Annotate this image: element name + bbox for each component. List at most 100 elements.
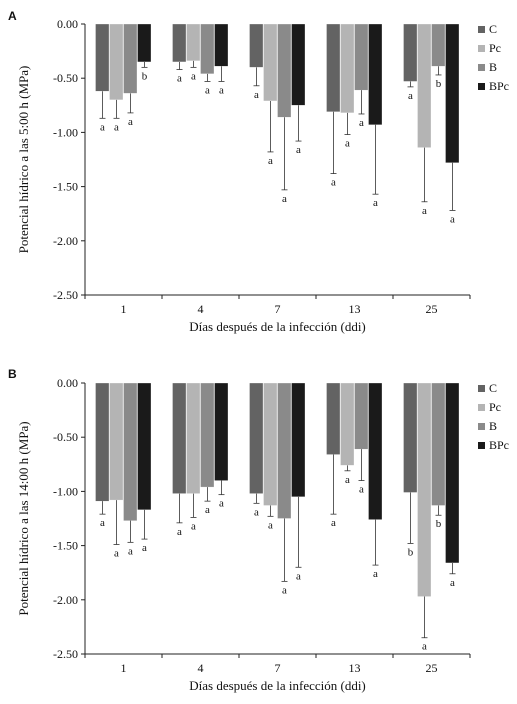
bar xyxy=(354,23,369,91)
bar xyxy=(368,382,383,520)
panel-letter: A xyxy=(8,9,17,23)
bar xyxy=(326,382,341,455)
y-tick-label: 0.00 xyxy=(57,17,78,31)
y-tick-label: -1.00 xyxy=(53,125,78,139)
legend-swatch xyxy=(478,423,485,430)
bar xyxy=(214,382,229,481)
bar xyxy=(172,23,187,63)
significance-letter: a xyxy=(282,193,287,205)
significance-letter: b xyxy=(408,546,414,558)
bar xyxy=(277,382,292,519)
significance-letter: a xyxy=(114,121,119,133)
bar xyxy=(417,382,432,597)
x-tick-label: 1 xyxy=(121,302,127,316)
bar xyxy=(445,23,460,163)
significance-letter: a xyxy=(177,526,182,538)
bar xyxy=(403,23,418,82)
significance-letter: b xyxy=(436,518,442,530)
bar xyxy=(123,23,138,94)
y-axis-title: Potencial hídrico a las 5:00 h (MPa) xyxy=(16,66,31,254)
significance-letter: a xyxy=(422,205,427,217)
significance-letter: a xyxy=(331,177,336,189)
chart-panel-a: A0.00-0.50-1.00-1.50-2.00-2.501 4 7 13 25aaa… xyxy=(8,9,509,334)
y-tick-label: -1.50 xyxy=(53,539,78,553)
significance-letter: a xyxy=(373,568,378,580)
significance-letter: a xyxy=(282,584,287,596)
bar xyxy=(137,23,152,63)
bar xyxy=(417,23,432,148)
significance-letter: a xyxy=(191,70,196,82)
legend-label: Pc xyxy=(489,400,501,414)
bar xyxy=(368,23,383,125)
bar xyxy=(109,23,124,101)
legend-swatch xyxy=(478,404,485,411)
bar xyxy=(445,382,460,564)
bar xyxy=(291,382,306,497)
legend-label: BPc xyxy=(489,79,509,93)
bar xyxy=(186,23,201,62)
bar xyxy=(340,23,355,114)
bar xyxy=(249,382,264,494)
significance-letter: a xyxy=(408,90,413,102)
significance-letter: a xyxy=(219,498,224,510)
significance-letter: b xyxy=(436,78,442,90)
significance-letter: a xyxy=(422,641,427,653)
x-tick-label: 7 xyxy=(275,302,281,316)
significance-letter: a xyxy=(100,517,105,529)
legend: C Pc B BPc xyxy=(478,381,509,452)
significance-letter: a xyxy=(100,121,105,133)
significance-letter: a xyxy=(177,73,182,85)
x-tick-label: 25 xyxy=(426,302,438,316)
significance-letter: a xyxy=(254,89,259,101)
legend-swatch xyxy=(478,83,485,90)
x-axis-title: Días después de la infección (ddi) xyxy=(189,319,366,334)
bar xyxy=(291,23,306,106)
legend-swatch xyxy=(478,442,485,449)
significance-letter: a xyxy=(359,484,364,496)
significance-letter: a xyxy=(268,155,273,167)
significance-letter: a xyxy=(268,519,273,531)
significance-letter: a xyxy=(128,545,133,557)
bar xyxy=(249,23,264,68)
significance-letter: a xyxy=(345,474,350,486)
y-tick-label: -1.50 xyxy=(53,180,78,194)
bar xyxy=(326,23,341,112)
significance-letter: a xyxy=(296,144,301,156)
bar xyxy=(214,23,229,67)
significance-letter: a xyxy=(450,213,455,225)
significance-letter: b xyxy=(142,70,148,82)
y-tick-label: -0.50 xyxy=(53,430,78,444)
bar xyxy=(200,23,215,75)
bar xyxy=(354,382,369,450)
significance-letter: a xyxy=(331,517,336,529)
bar xyxy=(186,382,201,494)
y-tick-label: -2.50 xyxy=(53,288,78,302)
y-tick-label: -0.50 xyxy=(53,71,78,85)
bar xyxy=(123,382,138,521)
bar xyxy=(200,382,215,488)
significance-letter: a xyxy=(345,138,350,150)
x-tick-label: 4 xyxy=(198,661,204,675)
significance-letter: a xyxy=(205,84,210,96)
bar xyxy=(263,382,278,506)
y-tick-label: -1.00 xyxy=(53,484,78,498)
significance-letter: a xyxy=(254,506,259,518)
significance-letter: a xyxy=(191,520,196,532)
x-tick-label: 13 xyxy=(349,661,361,675)
y-tick-label: -2.00 xyxy=(53,593,78,607)
y-axis-title: Potencial hídrico a las 14:00 h (MPa) xyxy=(16,421,31,615)
significance-letter: a xyxy=(296,570,301,582)
bar xyxy=(95,23,110,92)
significance-letter: a xyxy=(205,504,210,516)
x-tick-label: 4 xyxy=(198,302,204,316)
legend-label: B xyxy=(489,60,497,74)
legend-swatch xyxy=(478,45,485,52)
bar xyxy=(137,382,152,510)
x-tick-label: 7 xyxy=(275,661,281,675)
bar xyxy=(172,382,187,494)
bar xyxy=(277,23,292,118)
legend: C Pc B BPc xyxy=(478,22,509,93)
panel-letter: B xyxy=(8,367,17,381)
significance-letter: a xyxy=(373,197,378,209)
